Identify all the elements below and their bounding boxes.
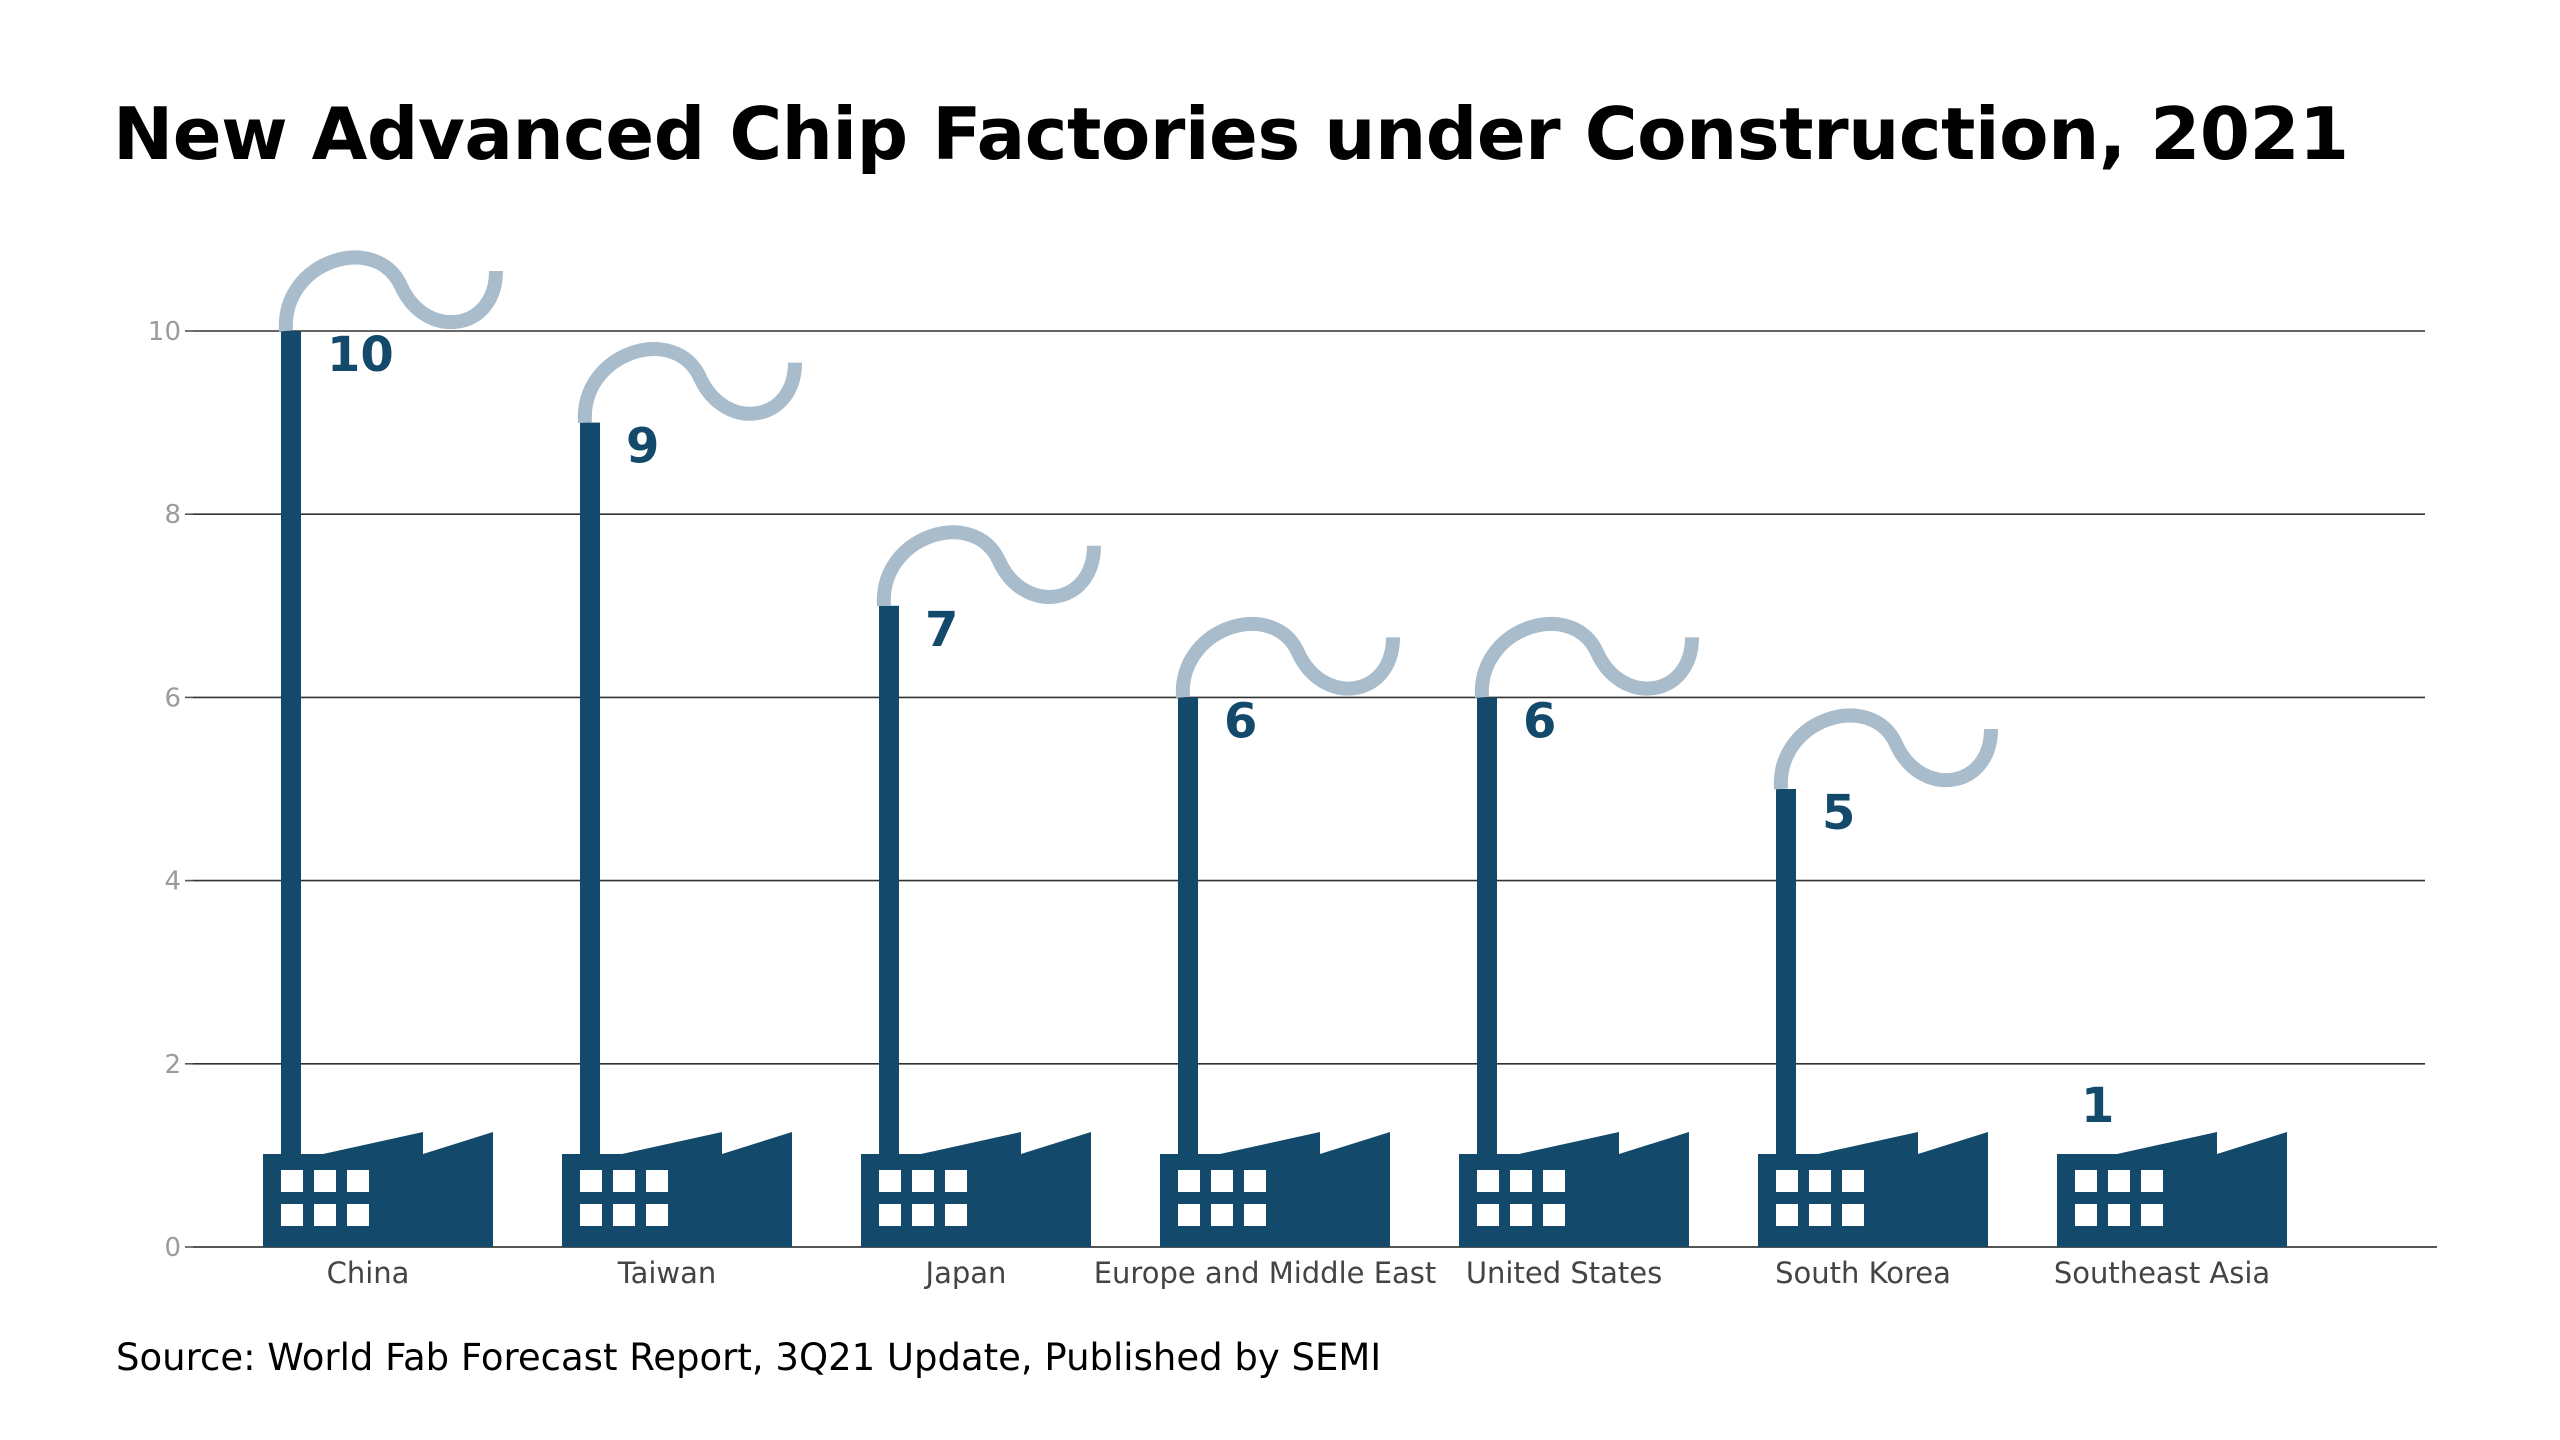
smoke-icon	[876, 525, 1101, 607]
factory-window	[1477, 1170, 1499, 1192]
y-axis-ticks: 0 2 4 6 8 10	[148, 317, 193, 1263]
chart-title: New Advanced Chip Factories under Constr…	[113, 92, 2349, 176]
factory-window	[879, 1204, 901, 1226]
data-label: 10	[327, 327, 394, 383]
factory-window	[2075, 1170, 2097, 1192]
data-label: 7	[925, 602, 958, 658]
factory-window	[314, 1170, 336, 1192]
chart-source-note: Source: World Fab Forecast Report, 3Q21 …	[116, 1336, 1382, 1379]
factory-window	[945, 1204, 967, 1226]
factory-window	[1776, 1170, 1798, 1192]
factory-window	[1776, 1204, 1798, 1226]
chimney-bar	[879, 605, 899, 1156]
factory-window	[1543, 1204, 1565, 1226]
factory-window	[1211, 1204, 1233, 1226]
smoke-icon	[278, 250, 503, 332]
factory-window	[2108, 1204, 2130, 1226]
chimney-bar	[1178, 697, 1198, 1156]
factory-window	[1244, 1204, 1266, 1226]
factory-window	[1809, 1204, 1831, 1226]
factory-window	[1211, 1170, 1233, 1192]
factory-window	[2141, 1204, 2163, 1226]
factory-window	[1178, 1170, 1200, 1192]
data-label: 5	[1822, 785, 1855, 841]
y-tick-label: 2	[164, 1050, 181, 1080]
factory-window	[1510, 1170, 1532, 1192]
factory-window	[1510, 1204, 1532, 1226]
smoke-icon	[577, 342, 802, 424]
bar-japan: 7	[861, 525, 1101, 1247]
factory-window	[314, 1204, 336, 1226]
factory-window	[580, 1204, 602, 1226]
factory-window	[613, 1170, 635, 1192]
x-tick-label: Japan	[924, 1256, 1007, 1290]
x-tick-label: Southeast Asia	[2054, 1256, 2270, 1290]
bar-europe-and-middle-east: 6	[1160, 617, 1400, 1247]
factory-window	[281, 1204, 303, 1226]
bar-china: 10	[263, 250, 503, 1247]
bar-united-states: 6	[1459, 617, 1699, 1247]
y-tick-label: 10	[148, 317, 181, 347]
y-tick-label: 6	[164, 683, 181, 713]
factory-window	[1178, 1204, 1200, 1226]
data-label: 6	[1523, 693, 1556, 749]
data-label: 9	[626, 419, 659, 475]
factory-window	[1244, 1170, 1266, 1192]
factory-window	[2108, 1170, 2130, 1192]
factory-window	[2075, 1204, 2097, 1226]
factory-window	[646, 1170, 668, 1192]
factory-window	[2141, 1170, 2163, 1192]
factory-window	[613, 1204, 635, 1226]
y-tick-label: 4	[164, 867, 181, 897]
chimney-bar	[580, 422, 600, 1157]
x-axis-labels: China Taiwan Japan Europe and Middle East Un…	[327, 1256, 2271, 1290]
bar-taiwan: 9	[562, 342, 802, 1247]
smoke-icon	[1175, 617, 1400, 698]
factory-window	[912, 1204, 934, 1226]
chimney-bar	[1477, 697, 1497, 1156]
factory-window	[1842, 1204, 1864, 1226]
factory-window	[347, 1170, 369, 1192]
x-tick-label: China	[327, 1256, 410, 1290]
factory-window	[912, 1170, 934, 1192]
factory-window	[945, 1170, 967, 1192]
factory-window	[1477, 1204, 1499, 1226]
x-tick-label: Taiwan	[617, 1256, 717, 1290]
factory-window	[1809, 1170, 1831, 1192]
y-tick-label: 8	[164, 500, 181, 530]
factory-window	[580, 1170, 602, 1192]
y-tick-label: 0	[164, 1233, 181, 1263]
bars: 10 9 7 6 6 5 1	[263, 250, 2287, 1247]
factory-window	[281, 1170, 303, 1192]
factory-window	[1842, 1170, 1864, 1192]
factory-window	[1543, 1170, 1565, 1192]
factory-window	[646, 1204, 668, 1226]
bar-southeast-asia: 1	[2057, 1078, 2287, 1247]
factory-window	[879, 1170, 901, 1192]
x-tick-label: South Korea	[1775, 1256, 1951, 1290]
x-tick-label: United States	[1466, 1256, 1662, 1290]
smoke-icon	[1474, 617, 1699, 698]
chimney-bar	[1776, 789, 1796, 1156]
x-tick-label: Europe and Middle East	[1094, 1256, 1437, 1290]
bar-south-korea: 5	[1758, 708, 1998, 1247]
factory-window	[347, 1204, 369, 1226]
data-label: 1	[2081, 1078, 2114, 1134]
smoke-icon	[1773, 708, 1998, 790]
chimney-bar	[281, 331, 301, 1156]
data-label: 6	[1224, 693, 1257, 749]
